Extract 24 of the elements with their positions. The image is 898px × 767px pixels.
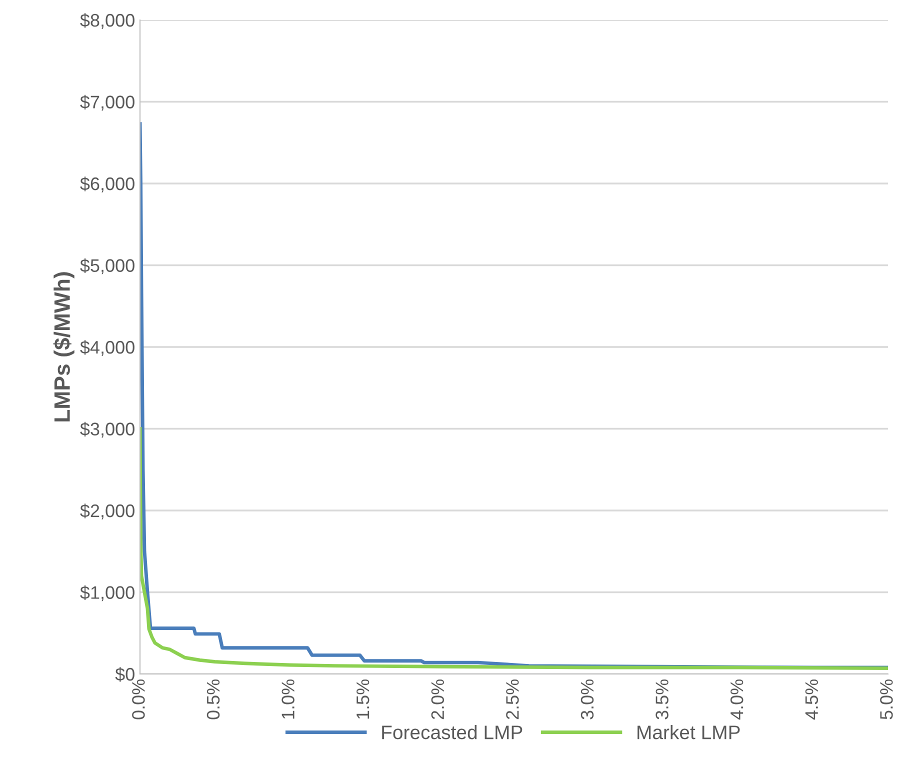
x-tick-label: 4.5% bbox=[805, 680, 818, 720]
legend-label: Forecasted LMP bbox=[382, 724, 522, 740]
y-tick-label: $5,000 bbox=[80, 258, 134, 274]
x-tick-label: 0.0% bbox=[132, 680, 145, 720]
y-tick-label: $3,000 bbox=[80, 422, 134, 438]
x-tick-label: 0.5% bbox=[206, 680, 220, 720]
x-tick-label: 3.5% bbox=[656, 680, 668, 720]
x-tick-label: 4.0% bbox=[730, 680, 744, 720]
x-tick-label: 1.0% bbox=[282, 680, 294, 719]
x-tick-label: 3.0% bbox=[580, 680, 594, 720]
x-tick-label: 2.0% bbox=[431, 680, 444, 720]
x-tick-label: 1.5% bbox=[356, 680, 370, 719]
y-tick-label: $6,000 bbox=[80, 176, 134, 192]
line-series bbox=[140, 427, 888, 670]
legend-label: Market LMP bbox=[638, 724, 740, 740]
y-tick-label: $7,000 bbox=[80, 94, 134, 111]
x-tick-label: 5.0% bbox=[880, 680, 893, 720]
y-tick-label: $2,000 bbox=[80, 504, 134, 520]
y-tick-label: $4,000 bbox=[80, 340, 134, 356]
x-tick-label: 2.5% bbox=[506, 680, 519, 720]
y-tick-label: $0 bbox=[115, 667, 134, 682]
y-tick-label: $8,000 bbox=[80, 13, 134, 29]
y-axis-title: LMPs ($/MWh) bbox=[53, 272, 74, 422]
y-tick-label: $1,000 bbox=[80, 585, 134, 602]
